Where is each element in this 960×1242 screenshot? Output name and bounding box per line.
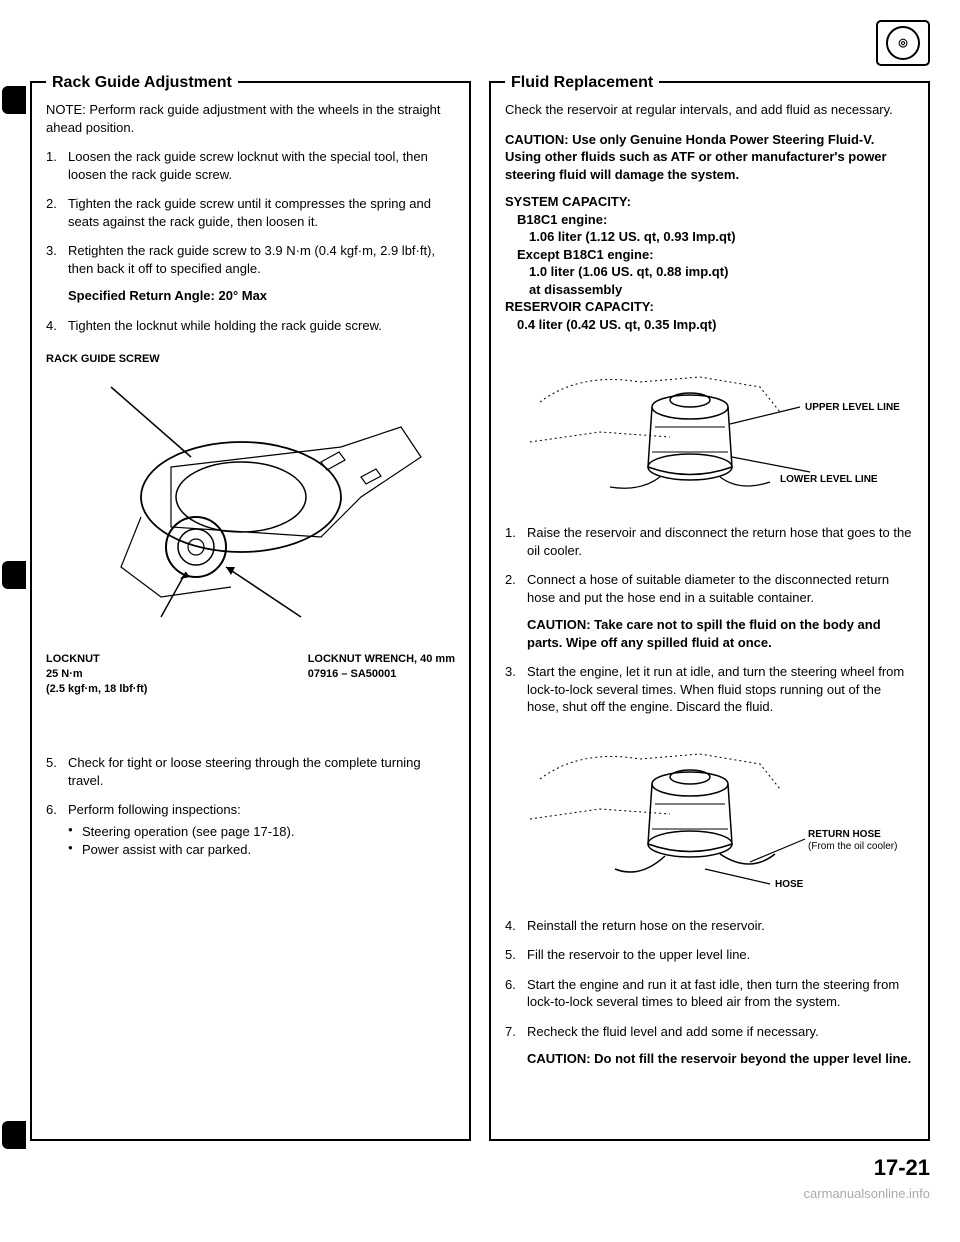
reservoir-svg-2: RETURN HOSE (From the oil cooler) HOSE [520, 734, 900, 894]
locknut-torque2: (2.5 kgf·m, 18 lbf·ft) [46, 682, 147, 697]
steps-list: Loosen the rack guide screw locknut with… [46, 148, 455, 334]
reservoir-svg-1: UPPER LEVEL LINE LOWER LEVEL LINE [520, 352, 900, 502]
at-dis: at disassembly [529, 281, 914, 299]
page-header: ◎ [30, 20, 930, 66]
steering-wheel-icon: ◎ [886, 26, 920, 60]
spec-angle: Specified Return Angle: 20° Max [68, 287, 455, 305]
step-item: Connect a hose of suitable diameter to t… [505, 571, 914, 651]
steps-list-cont: Check for tight or loose steering throug… [46, 754, 455, 858]
hose-label: HOSE [775, 879, 804, 890]
header-icon-box: ◎ [876, 20, 930, 66]
step-item: Tighten the rack guide screw until it co… [46, 195, 455, 230]
step-item: Recheck the fluid level and add some if … [505, 1023, 914, 1068]
capacity-header: SYSTEM CAPACITY: [505, 193, 914, 211]
reservoir-diagram-2: RETURN HOSE (From the oil cooler) HOSE [505, 734, 914, 899]
note-text: NOTE: Perform rack guide adjustment with… [46, 101, 455, 136]
sub-bullet: Steering operation (see page 17-18). [68, 823, 455, 841]
b18c1-label: B18C1 engine: [517, 211, 914, 229]
diagram-label: RACK GUIDE SCREW [46, 352, 455, 367]
intro-text: Check the reservoir at regular intervals… [505, 101, 914, 119]
caution-text: CAUTION: Use only Genuine Honda Power St… [505, 131, 914, 184]
caution-text: CAUTION: Take care not to spill the flui… [527, 616, 914, 651]
b18c1-val: 1.06 liter (1.12 US. qt, 0.93 Imp.qt) [529, 228, 914, 246]
caution-text: CAUTION: Do not fill the reservoir beyon… [527, 1050, 914, 1068]
right-column: Fluid Replacement Check the reservoir at… [489, 81, 930, 1141]
locknut-text: LOCKNUT [46, 652, 147, 667]
step-text: Perform following inspections: [68, 802, 241, 817]
watermark: carmanualsonline.info [30, 1185, 930, 1203]
left-column: Rack Guide Adjustment NOTE: Perform rack… [30, 81, 471, 1141]
steps-list-right: Raise the reservoir and disconnect the r… [505, 524, 914, 716]
step-item: Start the engine, let it run at idle, an… [505, 663, 914, 716]
fluid-replacement-section: Fluid Replacement Check the reservoir at… [489, 81, 930, 1141]
tab-marker [2, 561, 26, 589]
step-text: Recheck the fluid level and add some if … [527, 1024, 819, 1039]
from-cooler-label: (From the oil cooler) [808, 841, 897, 852]
step-item: Perform following inspections: Steering … [46, 801, 455, 858]
rack-guide-section: Rack Guide Adjustment NOTE: Perform rack… [30, 81, 471, 1141]
sub-bullets: Steering operation (see page 17-18). Pow… [68, 823, 455, 858]
wrench-part: 07916 – SA50001 [308, 667, 455, 682]
rack-diagram-svg [61, 367, 441, 647]
return-hose-label: RETURN HOSE [808, 829, 881, 840]
section-title: Fluid Replacement [505, 72, 659, 94]
step-item: Raise the reservoir and disconnect the r… [505, 524, 914, 559]
steps-list-right-2: Reinstall the return hose on the reservo… [505, 917, 914, 1068]
capacity-block: SYSTEM CAPACITY: B18C1 engine: 1.06 lite… [505, 193, 914, 333]
rack-guide-diagram: RACK GUIDE SCREW [46, 352, 455, 696]
tab-marker [2, 1121, 26, 1149]
lower-level-label: LOWER LEVEL LINE [780, 474, 878, 485]
step-item: Start the engine and run it at fast idle… [505, 976, 914, 1011]
reservoir-diagram-1: UPPER LEVEL LINE LOWER LEVEL LINE [505, 352, 914, 507]
res-header: RESERVOIR CAPACITY: [505, 298, 914, 316]
step-text: Connect a hose of suitable diameter to t… [527, 572, 889, 605]
upper-level-label: UPPER LEVEL LINE [805, 402, 900, 413]
step-item: Fill the reservoir to the upper level li… [505, 946, 914, 964]
locknut-label: LOCKNUT 25 N·m (2.5 kgf·m, 18 lbf·ft) [46, 652, 147, 697]
section-title: Rack Guide Adjustment [46, 72, 238, 94]
step-item: Tighten the locknut while holding the ra… [46, 317, 455, 335]
except-label: Except B18C1 engine: [517, 246, 914, 264]
step-item: Loosen the rack guide screw locknut with… [46, 148, 455, 183]
sub-bullet: Power assist with car parked. [68, 841, 455, 859]
step-item: Retighten the rack guide screw to 3.9 N·… [46, 242, 455, 305]
wrench-text: LOCKNUT WRENCH, 40 mm [308, 652, 455, 667]
wrench-label: LOCKNUT WRENCH, 40 mm 07916 – SA50001 [308, 652, 455, 697]
columns: Rack Guide Adjustment NOTE: Perform rack… [30, 81, 930, 1141]
tab-marker [2, 86, 26, 114]
page-number: 17-21 [30, 1153, 930, 1183]
step-item: Reinstall the return hose on the reservo… [505, 917, 914, 935]
step-text: Retighten the rack guide screw to 3.9 N·… [68, 243, 435, 276]
res-val: 0.4 liter (0.42 US. qt, 0.35 Imp.qt) [517, 316, 914, 334]
except-val: 1.0 liter (1.06 US. qt, 0.88 imp.qt) [529, 263, 914, 281]
locknut-torque: 25 N·m [46, 667, 147, 682]
step-item: Check for tight or loose steering throug… [46, 754, 455, 789]
